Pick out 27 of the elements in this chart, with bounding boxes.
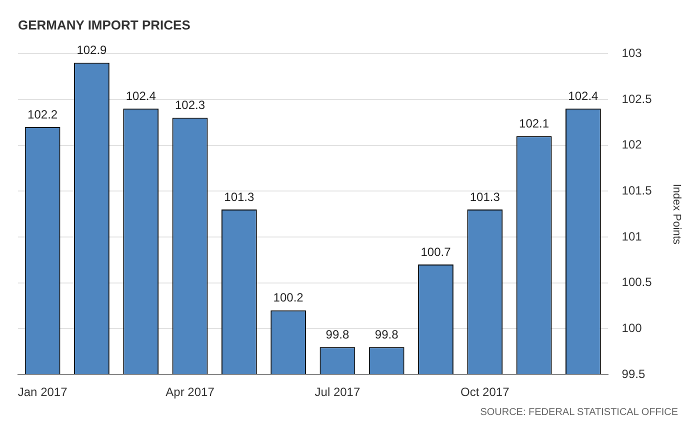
data-label: 100.2 <box>273 290 304 305</box>
source-note: SOURCE: FEDERAL STATISTICAL OFFICE <box>479 407 679 418</box>
data-label: 100.7 <box>420 244 452 259</box>
data-label: 102.1 <box>519 116 550 130</box>
chart-title: GERMANY IMPORT PRICES <box>18 17 191 32</box>
x-tick-label: Jan 2017 <box>18 385 68 400</box>
y-tick-label: 101.5 <box>622 183 652 198</box>
data-label: 102.3 <box>175 98 206 112</box>
data-label: 99.8 <box>374 327 399 342</box>
data-label: 102.4 <box>126 88 156 103</box>
data-label: 102.4 <box>568 88 599 103</box>
y-tick-label: 100 <box>622 321 642 336</box>
x-tick-label: Apr 2017 <box>166 385 215 400</box>
y-tick-label: 102 <box>622 138 642 152</box>
data-label: 101.3 <box>470 190 500 204</box>
x-tick-label: Jul 2017 <box>314 385 360 400</box>
y-tick-label: 99.5 <box>622 366 646 381</box>
y-tick-label: 101 <box>622 229 642 244</box>
y-tick-label: 102.5 <box>622 92 652 106</box>
x-tick-label: Oct 2017 <box>460 385 510 400</box>
data-label: 99.8 <box>326 327 350 342</box>
y-axis-title: Index Points <box>670 184 682 245</box>
data-label: 102.9 <box>76 43 108 58</box>
y-tick-label: 103 <box>622 46 642 60</box>
data-label: 102.2 <box>28 107 58 122</box>
y-tick-label: 100.5 <box>622 275 652 290</box>
data-label: 101.3 <box>224 190 255 204</box>
